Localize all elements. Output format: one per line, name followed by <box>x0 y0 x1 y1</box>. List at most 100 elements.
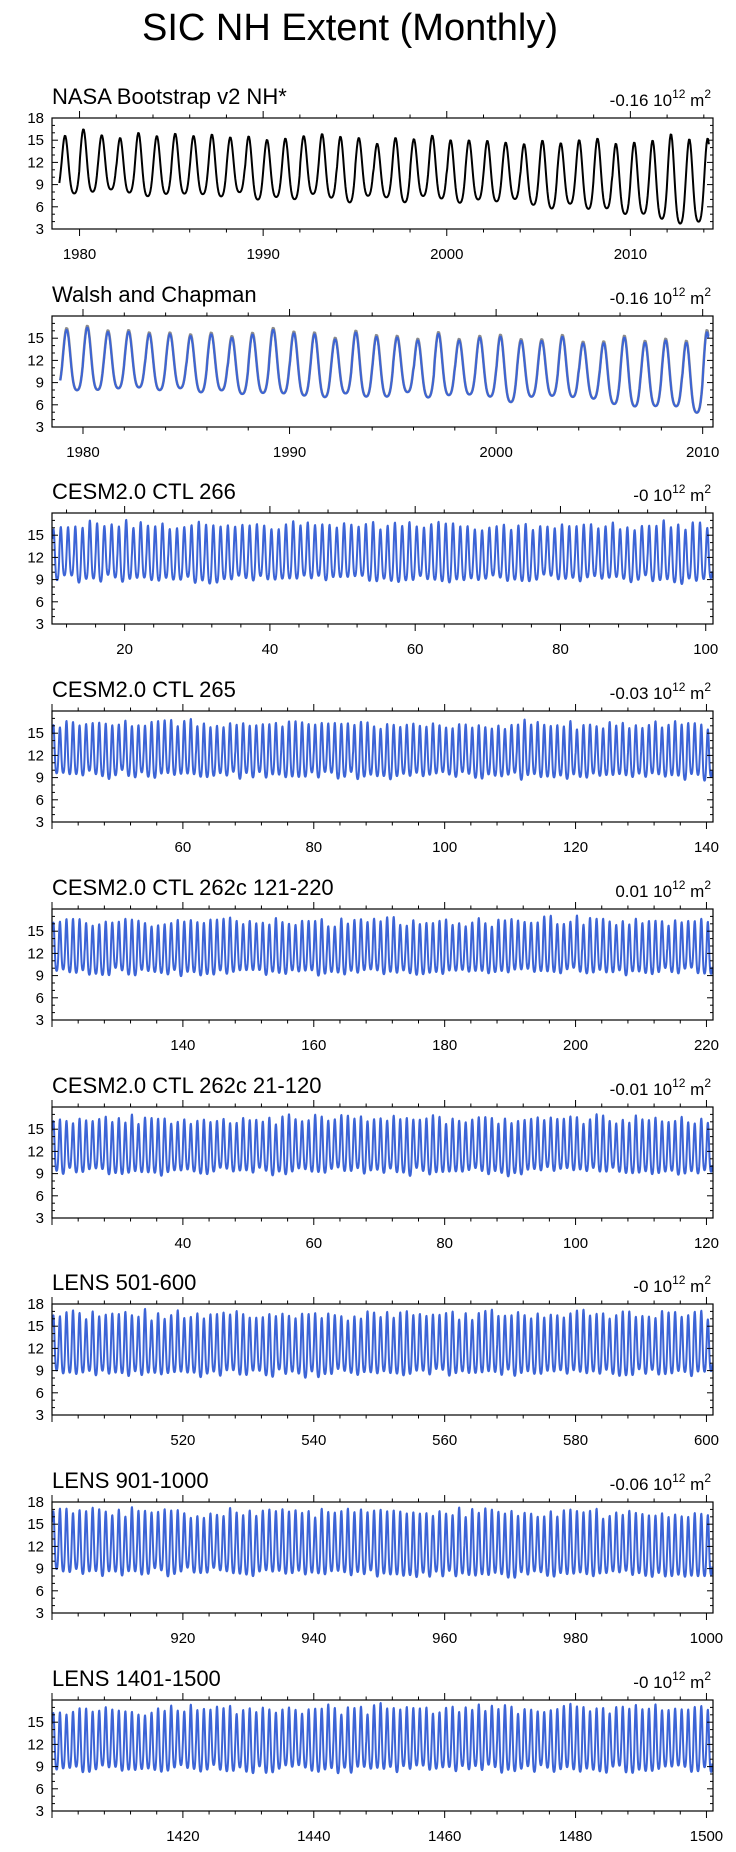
x-tick-label: 60 <box>407 641 424 658</box>
trend-unit-m: m <box>685 1673 704 1692</box>
y-tick-label: 12 <box>27 549 44 566</box>
trend-unit-base: 10 <box>653 684 672 703</box>
y-tick-label: 9 <box>36 770 44 787</box>
y-tick-label: 15 <box>27 330 44 347</box>
trend-trend-label: -0 <box>633 1673 653 1692</box>
y-tick-label: 6 <box>36 792 44 809</box>
y-tick-label: 9 <box>36 1363 44 1380</box>
trend-unit-exp: 12 <box>672 878 686 892</box>
plot-frame <box>51 1303 714 1416</box>
x-tick-label: 100 <box>563 1235 588 1252</box>
x-tick-label: 520 <box>170 1432 195 1449</box>
trend-unit-base: 10 <box>653 1475 672 1494</box>
y-tick-label: 12 <box>27 945 44 962</box>
trend-unit-m-exp: 2 <box>704 1471 711 1485</box>
y-tick-label: 12 <box>27 1143 44 1160</box>
panel-title: CESM2.0 CTL 266 <box>52 479 236 504</box>
trend-unit-m: m <box>685 882 704 901</box>
panel-6: CESM2.0 CTL 262c 21-120 -0.01 1012 m23691… <box>27 1073 719 1252</box>
trend-label: -0.01 1012 m2 <box>610 1076 712 1099</box>
y-tick-label: 6 <box>36 990 44 1007</box>
x-tick-label: 80 <box>552 641 569 658</box>
y-tick-label: 15 <box>27 132 44 149</box>
x-tick-label: 940 <box>301 1630 326 1647</box>
x-tick-label: 1980 <box>66 444 99 461</box>
series-line-1 <box>52 1506 713 1579</box>
x-tick-label: 120 <box>563 839 588 856</box>
x-tick-label: 200 <box>563 1037 588 1054</box>
y-tick-label: 3 <box>36 814 44 831</box>
x-tick-label: 920 <box>170 1630 195 1647</box>
x-tick-label: 160 <box>301 1037 326 1054</box>
y-tick-label: 6 <box>36 397 44 414</box>
y-tick-label: 3 <box>36 616 44 633</box>
x-tick-label: 1420 <box>166 1828 199 1845</box>
y-tick-label: 15 <box>27 1121 44 1138</box>
panels-container: NASA Bootstrap v2 NH* -0.16 1012 m2369121… <box>27 84 723 1845</box>
y-tick-label: 6 <box>36 199 44 216</box>
panel-title: CESM2.0 CTL 262c 121-220 <box>52 875 334 900</box>
x-tick-label: 1980 <box>63 246 96 263</box>
y-tick-label: 3 <box>36 221 44 238</box>
trend-unit-m-exp: 2 <box>704 1669 711 1683</box>
x-tick-label: 1990 <box>273 444 306 461</box>
trend-unit-m-exp: 2 <box>704 87 711 101</box>
y-tick-label: 15 <box>27 923 44 940</box>
y-tick-label: 3 <box>36 1605 44 1622</box>
x-tick-label: 2010 <box>686 444 719 461</box>
trend-label: -0.16 1012 m2 <box>610 87 712 110</box>
y-tick-label: 6 <box>36 1385 44 1402</box>
series-line-1 <box>52 914 713 978</box>
x-tick-label: 2010 <box>614 246 647 263</box>
trend-unit-m: m <box>685 486 704 505</box>
series-line-1 <box>58 128 710 225</box>
trend-unit-base: 10 <box>653 1673 672 1692</box>
y-tick-label: 9 <box>36 177 44 194</box>
y-tick-label: 15 <box>27 1318 44 1335</box>
trend-label: -0 1012 m2 <box>633 1669 711 1692</box>
y-tick-label: 12 <box>27 352 44 369</box>
panel-title: CESM2.0 CTL 265 <box>52 677 236 702</box>
trend-unit-exp: 12 <box>672 482 686 496</box>
panel-1: NASA Bootstrap v2 NH* -0.16 1012 m2369121… <box>27 84 714 263</box>
y-tick-label: 3 <box>36 1012 44 1029</box>
x-tick-label: 600 <box>694 1432 719 1449</box>
x-tick-label: 1500 <box>690 1828 723 1845</box>
plot-frame <box>51 117 714 230</box>
x-tick-label: 60 <box>175 839 192 856</box>
x-tick-label: 100 <box>432 839 457 856</box>
x-tick-label: 1000 <box>690 1630 723 1647</box>
figure-title: SIC NH Extent (Monthly) <box>142 7 558 49</box>
y-tick-label: 3 <box>36 1210 44 1227</box>
trend-unit-m-exp: 2 <box>704 285 711 299</box>
trend-unit-m: m <box>685 289 704 308</box>
plot-frame <box>51 908 714 1021</box>
trend-unit-exp: 12 <box>672 680 686 694</box>
y-tick-label: 15 <box>27 1516 44 1533</box>
x-tick-label: 2000 <box>479 444 512 461</box>
trend-unit-exp: 12 <box>672 285 686 299</box>
trend-trend-label: 0.01 <box>615 882 653 901</box>
trend-unit-m-exp: 2 <box>704 1076 711 1090</box>
trend-unit-base: 10 <box>653 91 672 110</box>
series-line-1 <box>52 1702 713 1775</box>
x-tick-label: 540 <box>301 1432 326 1449</box>
x-tick-label: 960 <box>432 1630 457 1647</box>
x-tick-label: 180 <box>432 1037 457 1054</box>
trend-unit-exp: 12 <box>672 87 686 101</box>
y-tick-label: 9 <box>36 572 44 589</box>
trend-unit-exp: 12 <box>672 1273 686 1287</box>
trend-unit-base: 10 <box>653 289 672 308</box>
y-tick-label: 9 <box>36 1759 44 1776</box>
trend-trend-label: -0.06 <box>610 1475 653 1494</box>
trend-trend-label: -0.16 <box>610 91 653 110</box>
x-tick-label: 1460 <box>428 1828 461 1845</box>
series-line-1 <box>52 1307 713 1379</box>
x-tick-label: 580 <box>563 1432 588 1449</box>
x-tick-label: 1990 <box>246 246 279 263</box>
panel-title: LENS 1401-1500 <box>52 1666 221 1691</box>
y-tick-label: 12 <box>27 154 44 171</box>
